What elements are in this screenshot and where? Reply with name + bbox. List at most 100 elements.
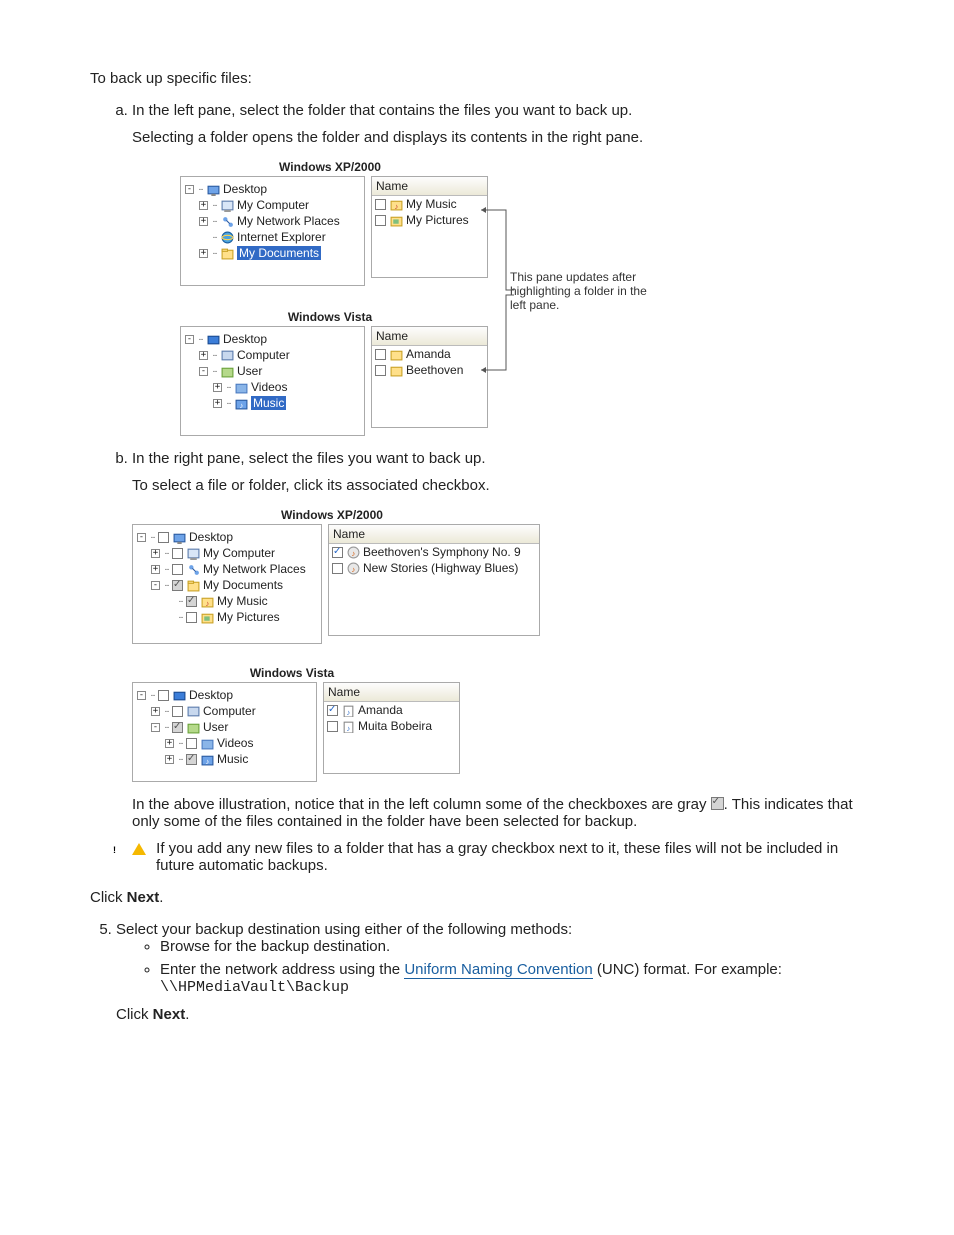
tree-checkbox[interactable] xyxy=(172,706,183,717)
unc-link[interactable]: Uniform Naming Convention xyxy=(404,961,592,979)
tree-label[interactable]: Computer xyxy=(237,348,290,362)
tree-item[interactable]: -···Desktop xyxy=(137,529,317,545)
tree-checkbox[interactable] xyxy=(158,532,169,543)
fig1-xp-list[interactable]: Name ♪My MusicMy Pictures xyxy=(371,176,488,278)
tree-label[interactable]: Desktop xyxy=(223,332,267,346)
tree-label[interactable]: Videos xyxy=(251,380,287,394)
list-item[interactable]: ♪My Music xyxy=(372,196,487,212)
tree-expander[interactable]: + xyxy=(151,565,160,574)
tree-item[interactable]: +···Videos xyxy=(137,735,312,751)
tree-label[interactable]: User xyxy=(203,720,228,734)
tree-label[interactable]: Desktop xyxy=(189,530,233,544)
tree-label[interactable]: My Music xyxy=(217,594,268,608)
tree-expander[interactable]: - xyxy=(185,185,194,194)
folder-v-icon xyxy=(234,380,248,394)
list-checkbox[interactable] xyxy=(375,349,386,360)
tree-expander[interactable]: - xyxy=(199,367,208,376)
tree-expander[interactable]: - xyxy=(151,723,160,732)
tree-item[interactable]: +···Computer xyxy=(137,703,312,719)
list-checkbox[interactable] xyxy=(375,199,386,210)
tree-label[interactable]: My Documents xyxy=(237,246,321,260)
fig2-vista-tree[interactable]: -···Desktop+···Computer-···User+···Video… xyxy=(132,682,317,782)
tree-checkbox[interactable] xyxy=(186,738,197,749)
tree-item[interactable]: -···Desktop xyxy=(185,331,360,347)
tree-label[interactable]: My Pictures xyxy=(217,610,280,624)
tree-checkbox[interactable] xyxy=(158,690,169,701)
list-checkbox[interactable] xyxy=(327,705,338,716)
tree-item[interactable]: +···♪Music xyxy=(137,751,312,767)
tree-label[interactable]: My Computer xyxy=(237,198,309,212)
tree-item[interactable]: +···♪Music xyxy=(185,395,360,411)
tree-checkbox[interactable] xyxy=(172,722,183,733)
list-checkbox[interactable] xyxy=(375,215,386,226)
tree-item[interactable]: +···Videos xyxy=(185,379,360,395)
tree-label[interactable]: My Network Places xyxy=(237,214,340,228)
tree-checkbox[interactable] xyxy=(186,754,197,765)
fig1-vista-tree[interactable]: -···Desktop+···Computer-···User+···Video… xyxy=(180,326,365,436)
tree-item[interactable]: +···My Network Places xyxy=(185,213,360,229)
tree-expander[interactable]: + xyxy=(165,739,174,748)
tree-expander[interactable]: + xyxy=(199,249,208,258)
tree-item[interactable]: -···My Documents xyxy=(137,577,317,593)
list-label: Beethoven's Symphony No. 9 xyxy=(363,545,521,559)
tree-label[interactable]: Desktop xyxy=(189,688,233,702)
fig2-vista-list[interactable]: Name ♪Amanda♪Muita Bobeira xyxy=(323,682,460,774)
tree-label[interactable]: Videos xyxy=(217,736,253,750)
tree-item[interactable]: +···My Computer xyxy=(137,545,317,561)
tree-item[interactable]: +···My Documents xyxy=(185,245,360,261)
tree-label[interactable]: User xyxy=(237,364,262,378)
tree-checkbox[interactable] xyxy=(186,612,197,623)
tree-item[interactable]: -···Desktop xyxy=(137,687,312,703)
tree-checkbox[interactable] xyxy=(186,596,197,607)
tree-label[interactable]: Music xyxy=(217,752,248,766)
tree-checkbox[interactable] xyxy=(172,548,183,559)
tree-expander[interactable]: + xyxy=(199,351,208,360)
tree-item[interactable]: +···Computer xyxy=(185,347,360,363)
tree-item[interactable]: +···My Computer xyxy=(185,197,360,213)
tree-item[interactable]: -···User xyxy=(137,719,312,735)
list-item[interactable]: ♪Muita Bobeira xyxy=(324,718,459,734)
tree-item[interactable]: +···My Network Places xyxy=(137,561,317,577)
list-checkbox[interactable] xyxy=(332,547,343,558)
tree-expander[interactable]: - xyxy=(137,533,146,542)
fig1-xp-tree[interactable]: -···Desktop+···My Computer+···My Network… xyxy=(180,176,365,286)
fig2-xp-list[interactable]: Name ♪Beethoven's Symphony No. 9♪New Sto… xyxy=(328,524,540,636)
tree-label[interactable]: My Network Places xyxy=(203,562,306,576)
tree-checkbox[interactable] xyxy=(172,580,183,591)
list-item[interactable]: My Pictures xyxy=(372,212,487,228)
list-checkbox[interactable] xyxy=(375,365,386,376)
tree-checkbox[interactable] xyxy=(172,564,183,575)
tree-item[interactable]: -···User xyxy=(185,363,360,379)
list-label: My Pictures xyxy=(406,213,469,227)
tree-expander[interactable]: + xyxy=(199,217,208,226)
list-item[interactable]: Amanda xyxy=(372,346,487,362)
tree-label[interactable]: Computer xyxy=(203,704,256,718)
list-checkbox[interactable] xyxy=(327,721,338,732)
list-item[interactable]: ♪Amanda xyxy=(324,702,459,718)
tree-expander[interactable]: + xyxy=(213,383,222,392)
tree-label[interactable]: My Documents xyxy=(203,578,283,592)
tree-expander[interactable]: + xyxy=(151,549,160,558)
fig2-xp-tree[interactable]: -···Desktop+···My Computer+···My Network… xyxy=(132,524,322,644)
tree-expander[interactable]: + xyxy=(213,399,222,408)
tree-item[interactable]: ···♪My Music xyxy=(137,593,317,609)
step-5-opt-a: Browse for the backup destination. xyxy=(160,938,864,955)
fig1-vista-list[interactable]: Name AmandaBeethoven xyxy=(371,326,488,428)
tree-expander[interactable]: + xyxy=(151,707,160,716)
tree-label[interactable]: My Computer xyxy=(203,546,275,560)
list-item[interactable]: ♪Beethoven's Symphony No. 9 xyxy=(329,544,539,560)
tree-expander[interactable]: + xyxy=(199,201,208,210)
list-checkbox[interactable] xyxy=(332,563,343,574)
tree-item[interactable]: ···Internet Explorer xyxy=(185,229,360,245)
list-item[interactable]: ♪New Stories (Highway Blues) xyxy=(329,560,539,576)
tree-expander[interactable]: + xyxy=(165,755,174,764)
tree-label[interactable]: Desktop xyxy=(223,182,267,196)
tree-item[interactable]: -···Desktop xyxy=(185,181,360,197)
tree-item[interactable]: ···My Pictures xyxy=(137,609,317,625)
tree-expander[interactable]: - xyxy=(137,691,146,700)
tree-expander[interactable]: - xyxy=(151,581,160,590)
list-item[interactable]: Beethoven xyxy=(372,362,487,378)
tree-expander[interactable]: - xyxy=(185,335,194,344)
tree-label[interactable]: Music xyxy=(251,396,286,410)
tree-label[interactable]: Internet Explorer xyxy=(237,230,326,244)
